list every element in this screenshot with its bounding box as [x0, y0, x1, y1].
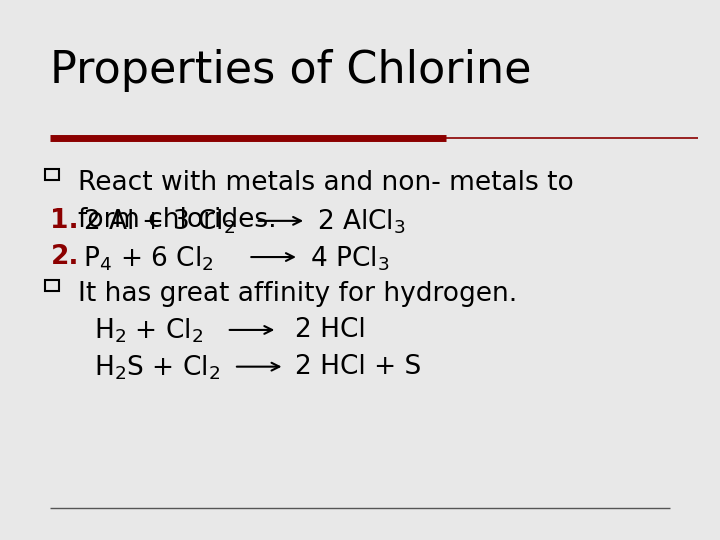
Text: 1.: 1.: [50, 208, 79, 234]
Text: 4 PCl$_3$: 4 PCl$_3$: [310, 244, 389, 273]
Text: 2 HCl + S: 2 HCl + S: [295, 354, 421, 380]
Text: 2 Al + 3 Cl$_2$: 2 Al + 3 Cl$_2$: [83, 208, 235, 237]
Text: P$_4$ + 6 Cl$_2$: P$_4$ + 6 Cl$_2$: [83, 244, 214, 273]
Text: H$_2$S + Cl$_2$: H$_2$S + Cl$_2$: [94, 354, 220, 382]
Text: It has great affinity for hydrogen.: It has great affinity for hydrogen.: [78, 281, 517, 307]
Text: form chlorides.: form chlorides.: [78, 207, 276, 233]
Text: React with metals and non- metals to: React with metals and non- metals to: [78, 170, 574, 196]
Text: Properties of Chlorine: Properties of Chlorine: [50, 49, 532, 92]
Text: H$_2$ + Cl$_2$: H$_2$ + Cl$_2$: [94, 317, 203, 346]
Text: 2 AlCl$_3$: 2 AlCl$_3$: [317, 208, 405, 237]
Text: 2 HCl: 2 HCl: [295, 317, 366, 343]
Text: 2.: 2.: [50, 244, 79, 270]
